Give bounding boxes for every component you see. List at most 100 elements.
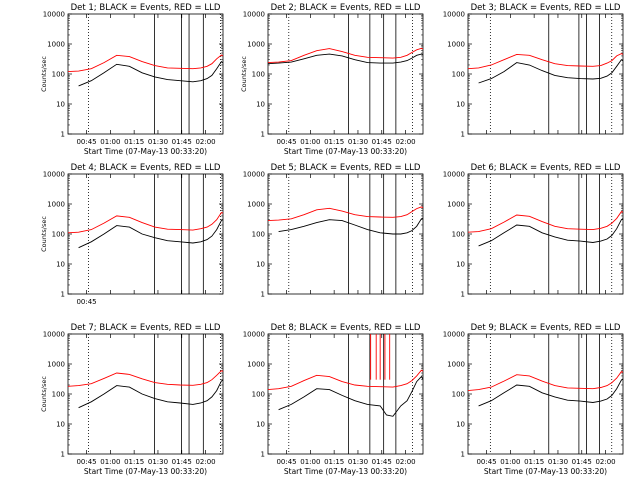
- y-tick-label: 1: [461, 291, 465, 299]
- y-tick-label: 1: [61, 131, 65, 139]
- panel-title: Det 1; BLACK = Events, RED = LLD: [71, 3, 221, 13]
- x-tick-label: 02:00: [195, 138, 215, 146]
- x-tick-label: 01:15: [124, 458, 144, 466]
- panel-title: Det 4; BLACK = Events, RED = LLD: [71, 163, 221, 173]
- y-tick-label: 10000: [43, 331, 65, 339]
- y-axis-label: Counts/sec: [40, 56, 48, 92]
- x-tick-label: 01:45: [172, 138, 192, 146]
- x-tick-label: 01:15: [324, 138, 344, 146]
- panel-title: Det 8; BLACK = Events, RED = LLD: [271, 323, 421, 333]
- x-axis-label: Start Time (07-May-13 00:33:20): [284, 467, 407, 476]
- y-axis-label: Counts/sec: [40, 376, 48, 412]
- x-tick-label: 01:45: [372, 138, 392, 146]
- series-events-line: [78, 60, 223, 87]
- plot-frame: [267, 333, 424, 455]
- y-tick-label: 1000: [47, 361, 65, 369]
- x-tick-label: 01:30: [548, 458, 568, 466]
- x-axis-label: Start Time (07-May-13 00:33:20): [84, 147, 207, 156]
- y-tick-label: 100: [52, 71, 65, 79]
- y-tick-label: 100: [452, 71, 465, 79]
- panel-title: Det 5; BLACK = Events, RED = LLD: [271, 163, 421, 173]
- x-tick-label: 00:45: [476, 458, 496, 466]
- y-tick-label: 10: [256, 261, 265, 269]
- y-tick-label: 100: [452, 231, 465, 239]
- y-tick-label: 1000: [447, 41, 465, 49]
- y-tick-label: 1: [261, 291, 265, 299]
- detector-panel-8: Det 8; BLACK = Events, RED = LLD 1 10 100 10…: [243, 323, 424, 476]
- series-events-line: [478, 59, 623, 84]
- y-tick-label: 10: [456, 101, 465, 109]
- x-tick-label: 01:00: [100, 458, 120, 466]
- y-tick-label: 1: [461, 131, 465, 139]
- y-tick-label: 1000: [247, 41, 265, 49]
- y-tick-label: 1000: [47, 41, 65, 49]
- y-tick-label: 1000: [447, 201, 465, 209]
- detector-panel-2: Det 2; BLACK = Events, RED = LLD 1 10 100 10…: [240, 3, 424, 156]
- series-lld-line: [268, 369, 423, 391]
- x-tick-label: 01:15: [324, 458, 344, 466]
- series-lld-line: [468, 371, 623, 392]
- series-events-line: [268, 53, 423, 65]
- y-tick-label: 1: [261, 131, 265, 139]
- y-tick-label: 1: [261, 451, 265, 459]
- x-tick-label: 01:30: [348, 138, 368, 146]
- series-events-line: [278, 375, 423, 417]
- y-tick-label: 1000: [47, 201, 65, 209]
- x-tick-label: 02:00: [395, 458, 415, 466]
- x-tick-label: 02:00: [395, 138, 415, 146]
- y-tick-label: 10: [256, 101, 265, 109]
- x-tick-label: 01:45: [172, 458, 192, 466]
- y-tick-label: 10000: [243, 171, 265, 179]
- y-tick-label: 100: [52, 231, 65, 239]
- panel-title: Det 6; BLACK = Events, RED = LLD: [471, 163, 621, 173]
- y-tick-label: 1000: [247, 361, 265, 369]
- series-events-line: [78, 218, 223, 249]
- x-axis-label: Start Time (07-May-13 00:33:20): [484, 467, 607, 476]
- x-tick-label: 01:30: [348, 458, 368, 466]
- y-tick-label: 100: [252, 231, 265, 239]
- y-tick-label: 1: [61, 291, 65, 299]
- plot-frame: [67, 173, 224, 295]
- detector-panel-7: Det 7; BLACK = Events, RED = LLD 1 10 100 10…: [40, 323, 224, 476]
- y-tick-label: 100: [452, 391, 465, 399]
- panel-title: Det 9; BLACK = Events, RED = LLD: [471, 323, 621, 333]
- detector-panel-6: Det 6; BLACK = Events, RED = LLD 1 10 100 10…: [443, 163, 624, 299]
- y-tick-label: 10: [256, 421, 265, 429]
- x-tick-label: 01:45: [372, 458, 392, 466]
- y-tick-label: 10: [456, 421, 465, 429]
- y-tick-label: 1000: [247, 201, 265, 209]
- series-events-line: [78, 379, 223, 409]
- y-tick-label: 10: [56, 421, 65, 429]
- panel-title: Det 7; BLACK = Events, RED = LLD: [71, 323, 221, 333]
- x-tick-label: 00:45: [76, 138, 96, 146]
- x-tick-label: 00:45: [276, 458, 296, 466]
- y-tick-label: 100: [252, 391, 265, 399]
- x-tick-label: 01:00: [300, 458, 320, 466]
- detector-panel-1: Det 1; BLACK = Events, RED = LLD 1 10 100 10…: [40, 3, 224, 156]
- y-tick-label: 10000: [243, 11, 265, 19]
- y-tick-label: 1000: [447, 361, 465, 369]
- y-tick-label: 10000: [443, 171, 465, 179]
- detector-panel-5: Det 5; BLACK = Events, RED = LLD 1 10 100 10…: [243, 163, 424, 299]
- series-events-line: [478, 378, 623, 407]
- y-axis-label: Counts/sec: [40, 216, 48, 252]
- x-tick-label: 01:00: [500, 458, 520, 466]
- series-lld-line: [468, 211, 623, 233]
- x-tick-label: 02:00: [595, 458, 615, 466]
- x-tick-label: 00:45: [76, 458, 96, 466]
- x-tick-label: 00:45: [276, 138, 296, 146]
- series-lld-line: [268, 47, 423, 64]
- x-tick-label: 02:00: [195, 458, 215, 466]
- x-tick-label: 01:00: [100, 138, 120, 146]
- series-lld-line: [68, 370, 223, 387]
- x-tick-label: 01:30: [148, 138, 168, 146]
- series-lld-line: [468, 53, 623, 70]
- panel-title: Det 2; BLACK = Events, RED = LLD: [271, 3, 421, 13]
- y-tick-label: 10: [56, 101, 65, 109]
- x-tick-label: 00:45: [76, 298, 96, 306]
- detector-panel-3: Det 3; BLACK = Events, RED = LLD 1 10 100 10…: [443, 3, 624, 139]
- x-tick-label: 01:15: [124, 138, 144, 146]
- x-axis-label: Start Time (07-May-13 00:33:20): [284, 147, 407, 156]
- series-events-line: [278, 217, 423, 235]
